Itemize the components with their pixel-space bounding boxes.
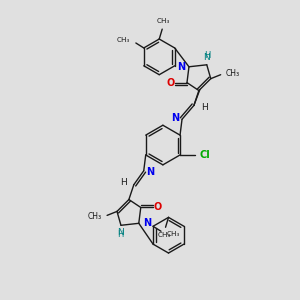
Text: H: H (120, 178, 127, 187)
Text: CH₃: CH₃ (88, 212, 102, 221)
Text: CH₃: CH₃ (226, 69, 240, 78)
Text: O: O (154, 202, 162, 212)
Text: O: O (166, 78, 174, 88)
Text: N: N (143, 218, 151, 228)
Text: CH₃: CH₃ (157, 18, 170, 24)
Text: N: N (147, 167, 155, 177)
Text: N: N (203, 53, 210, 62)
Text: H: H (205, 51, 211, 60)
Text: CH₃: CH₃ (158, 232, 171, 238)
Text: N: N (118, 228, 124, 237)
Text: Cl: Cl (200, 150, 211, 160)
Text: N: N (177, 62, 185, 72)
Text: H: H (201, 103, 208, 112)
Text: N: N (171, 113, 179, 123)
Text: H: H (117, 230, 123, 239)
Text: CH₃: CH₃ (167, 231, 180, 237)
Text: CH₃: CH₃ (116, 37, 130, 43)
